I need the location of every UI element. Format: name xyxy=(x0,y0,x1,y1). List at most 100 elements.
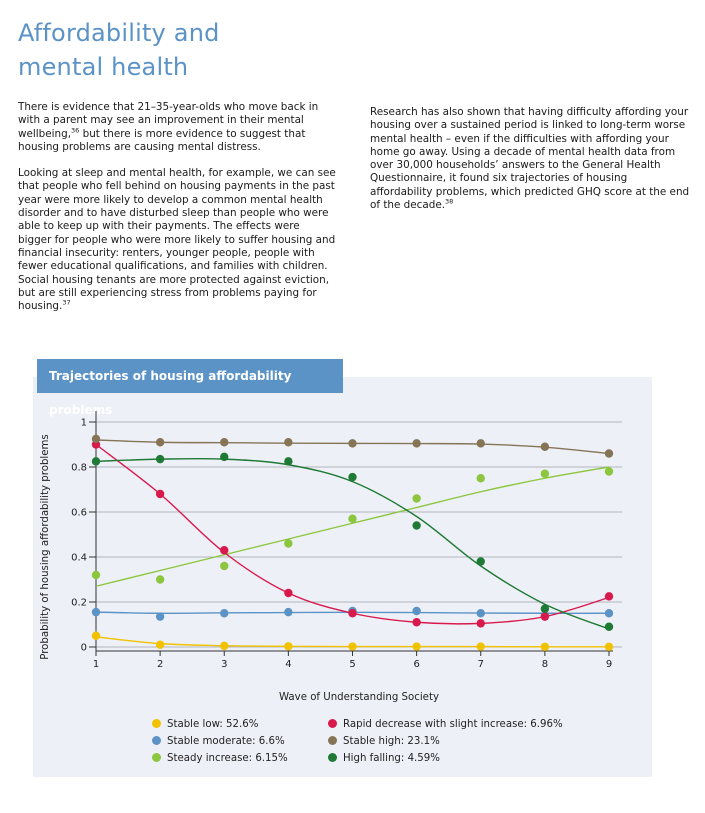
data-point xyxy=(91,570,101,580)
legend-swatch xyxy=(152,735,161,745)
data-point xyxy=(476,557,485,566)
x-tick-label: 6 xyxy=(413,659,419,670)
data-point xyxy=(284,457,293,466)
legend-item: Stable moderate: 6.6% xyxy=(152,735,285,747)
data-point xyxy=(604,592,614,601)
data-point xyxy=(91,631,101,640)
data-point xyxy=(348,514,357,523)
data-point xyxy=(220,561,229,571)
x-tick-label: 2 xyxy=(157,659,163,670)
legend-swatch xyxy=(328,735,337,745)
data-point xyxy=(540,469,550,478)
data-point xyxy=(155,612,165,621)
legend-label: High falling: 4.59% xyxy=(343,753,440,764)
data-point xyxy=(220,546,229,555)
legend-item: Stable low: 52.6% xyxy=(152,718,259,730)
data-point xyxy=(155,438,165,447)
data-point xyxy=(91,607,101,617)
data-point xyxy=(348,642,357,651)
x-tick-label: 7 xyxy=(478,659,484,670)
trajectory-chart: 0 0.2 0.4 0.6 0.8 1 1 2 3 4 5 6 7 8 9 Probability of h… xyxy=(40,411,622,703)
data-point xyxy=(476,439,485,448)
data-point xyxy=(284,588,293,598)
left-paragraph-2: Looking at sleep and mental health, for … xyxy=(18,167,336,313)
legend-swatch xyxy=(328,718,337,728)
x-axis-label: Wave of Understanding Society xyxy=(279,692,439,703)
data-point xyxy=(476,609,485,618)
data-point xyxy=(220,438,229,447)
legend-item: Steady increase: 6.15% xyxy=(152,752,288,764)
data-point xyxy=(476,642,485,651)
series-fit-line xyxy=(95,457,610,630)
data-point xyxy=(604,609,614,618)
reference-marker: 38 xyxy=(445,197,454,206)
data-point xyxy=(604,449,614,458)
series-fit-line xyxy=(95,466,610,587)
x-tick-label: 8 xyxy=(542,659,548,670)
data-point xyxy=(220,609,229,618)
data-point xyxy=(412,494,421,503)
y-axis-label: Probability of housing affordability pro… xyxy=(40,434,51,660)
data-point xyxy=(540,612,550,621)
legend-label: Rapid decrease with slight increase: 6.9… xyxy=(343,719,563,730)
data-point xyxy=(155,489,165,499)
data-point xyxy=(91,457,101,466)
data-point xyxy=(604,622,614,631)
y-tick-label: 0.8 xyxy=(71,463,87,474)
left-column: There is evidence that 21–35-year-olds w… xyxy=(18,101,336,326)
chart-points xyxy=(91,434,614,651)
figure-title: Trajectories of housing affordability pr… xyxy=(37,359,343,417)
data-point xyxy=(604,467,614,476)
data-point xyxy=(412,618,421,627)
data-point xyxy=(348,472,357,482)
left-paragraph-1: There is evidence that 21–35-year-olds w… xyxy=(18,101,336,154)
data-point xyxy=(348,609,357,618)
legend-label: Stable low: 52.6% xyxy=(167,719,259,730)
x-tick-label: 4 xyxy=(285,659,291,670)
title-line-2: mental health xyxy=(18,53,189,81)
page-title: Affordability and mental health xyxy=(18,16,220,84)
chart-axes: 0 0.2 0.4 0.6 0.8 1 1 2 3 4 5 6 7 8 9 xyxy=(71,411,613,670)
paragraph-text: Looking at sleep and mental health, for … xyxy=(18,167,336,313)
legend-item: Stable high: 23.1% xyxy=(328,735,440,747)
data-point xyxy=(220,452,229,462)
y-tick-label: 0.6 xyxy=(71,508,87,519)
legend-item: High falling: 4.59% xyxy=(328,752,440,764)
data-point xyxy=(284,642,293,651)
data-point xyxy=(604,642,614,651)
paragraph-text: Research has also shown that having diff… xyxy=(370,106,690,212)
legend-swatch xyxy=(152,718,161,728)
legend-swatch xyxy=(152,752,161,762)
data-point xyxy=(540,642,550,651)
y-tick-label: 1 xyxy=(81,418,87,429)
x-tick-label: 9 xyxy=(606,659,612,670)
paragraph-text: There is evidence that 21–35-year-olds w… xyxy=(18,101,319,140)
legend-swatch xyxy=(328,752,337,762)
data-point xyxy=(155,640,165,649)
data-point xyxy=(412,642,421,651)
data-point xyxy=(155,454,165,464)
legend-label: Stable moderate: 6.6% xyxy=(167,736,285,747)
reference-marker: 37 xyxy=(62,298,71,307)
data-point xyxy=(91,434,101,444)
paragraph-text: but there is more evidence to suggest th… xyxy=(18,127,306,153)
title-line-1: Affordability and xyxy=(18,19,220,47)
y-tick-label: 0.4 xyxy=(71,553,87,564)
data-point xyxy=(412,439,421,448)
data-point xyxy=(348,439,357,448)
data-point xyxy=(476,474,485,483)
legend-item: Rapid decrease with slight increase: 6.9… xyxy=(328,718,563,730)
x-tick-label: 3 xyxy=(221,659,227,670)
y-tick-label: 0 xyxy=(81,643,87,654)
reference-marker: 36 xyxy=(71,126,80,135)
data-point xyxy=(284,539,293,548)
x-tick-label: 5 xyxy=(349,659,355,670)
right-paragraph-1: Research has also shown that having diff… xyxy=(370,106,690,212)
data-point xyxy=(284,438,293,447)
legend-label: Steady increase: 6.15% xyxy=(167,753,288,764)
data-point xyxy=(220,641,229,651)
right-column: Research has also shown that having diff… xyxy=(370,106,690,225)
y-tick-label: 0.2 xyxy=(71,598,87,609)
x-tick-label: 1 xyxy=(93,659,99,670)
data-point xyxy=(284,607,293,617)
